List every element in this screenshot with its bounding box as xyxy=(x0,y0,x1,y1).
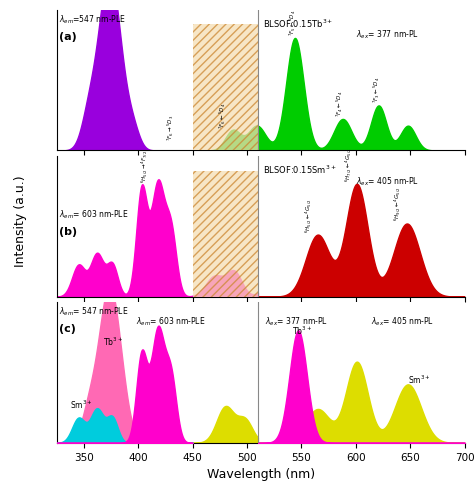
Bar xyxy=(193,25,258,151)
Text: $^7F_4\leftarrow ^5D_4$: $^7F_4\leftarrow ^5D_4$ xyxy=(335,91,345,117)
Text: $\lambda_{em}$= 603 nm-PLE: $\lambda_{em}$= 603 nm-PLE xyxy=(59,209,128,221)
Text: $^7F_5\leftarrow ^5D_4$: $^7F_5\leftarrow ^5D_4$ xyxy=(288,9,298,36)
Text: $\lambda_{em}$= 603 nm-PLE: $\lambda_{em}$= 603 nm-PLE xyxy=(136,316,206,328)
X-axis label: Wavelength (nm): Wavelength (nm) xyxy=(207,468,315,481)
Text: $^7F_3\leftarrow ^5D_4$: $^7F_3\leftarrow ^5D_4$ xyxy=(371,77,382,103)
Text: Sm$^{3+}$: Sm$^{3+}$ xyxy=(408,374,431,386)
Text: BLSOF:0.15Sm$^{3+}$: BLSOF:0.15Sm$^{3+}$ xyxy=(264,164,337,176)
Text: $^7F_6\leftarrow ^5D_4$: $^7F_6\leftarrow ^5D_4$ xyxy=(218,103,228,129)
Text: (a): (a) xyxy=(59,32,77,42)
Bar xyxy=(193,171,258,297)
Text: $\lambda_{ex}$= 405 nm-PL: $\lambda_{ex}$= 405 nm-PL xyxy=(356,175,419,187)
Text: Sm$^{3+}$: Sm$^{3+}$ xyxy=(70,399,93,411)
Text: $^6H_{5/2}\leftarrow ^4G_{5/2}$: $^6H_{5/2}\leftarrow ^4G_{5/2}$ xyxy=(303,198,313,233)
Text: Tb$^{3+}$: Tb$^{3+}$ xyxy=(292,324,312,337)
Text: BLSOF:0.15Tb$^{3+}$: BLSOF:0.15Tb$^{3+}$ xyxy=(264,18,334,30)
Text: $^6H_{7/2}\leftarrow ^4G_{5/2}$: $^6H_{7/2}\leftarrow ^4G_{5/2}$ xyxy=(344,148,353,182)
Text: $\lambda_{em}$= 547 nm-PLE: $\lambda_{em}$= 547 nm-PLE xyxy=(59,306,128,318)
Text: (c): (c) xyxy=(59,324,76,334)
Text: $^6H_{9/2}\leftarrow ^4G_{5/2}$: $^6H_{9/2}\leftarrow ^4G_{5/2}$ xyxy=(392,187,402,221)
Text: $\lambda_{ex}$= 377 nm-PL: $\lambda_{ex}$= 377 nm-PL xyxy=(356,29,419,41)
Text: $^6H_{5/2}\rightarrow ^4F_{7/2}$: $^6H_{5/2}\rightarrow ^4F_{7/2}$ xyxy=(139,150,148,183)
Text: $^7F_6\rightarrow ^5D_3$: $^7F_6\rightarrow ^5D_3$ xyxy=(166,115,176,141)
Text: Intensity (a.u.): Intensity (a.u.) xyxy=(14,176,27,267)
Text: (b): (b) xyxy=(59,227,77,237)
Text: $\lambda_{em}$=547 nm-PLE: $\lambda_{em}$=547 nm-PLE xyxy=(59,13,126,26)
Text: $\lambda_{ex}$= 377 nm-PL: $\lambda_{ex}$= 377 nm-PL xyxy=(264,316,328,328)
Text: Tb$^{3+}$: Tb$^{3+}$ xyxy=(102,336,122,348)
Text: $\lambda_{ex}$= 405 nm-PL: $\lambda_{ex}$= 405 nm-PL xyxy=(371,316,434,328)
